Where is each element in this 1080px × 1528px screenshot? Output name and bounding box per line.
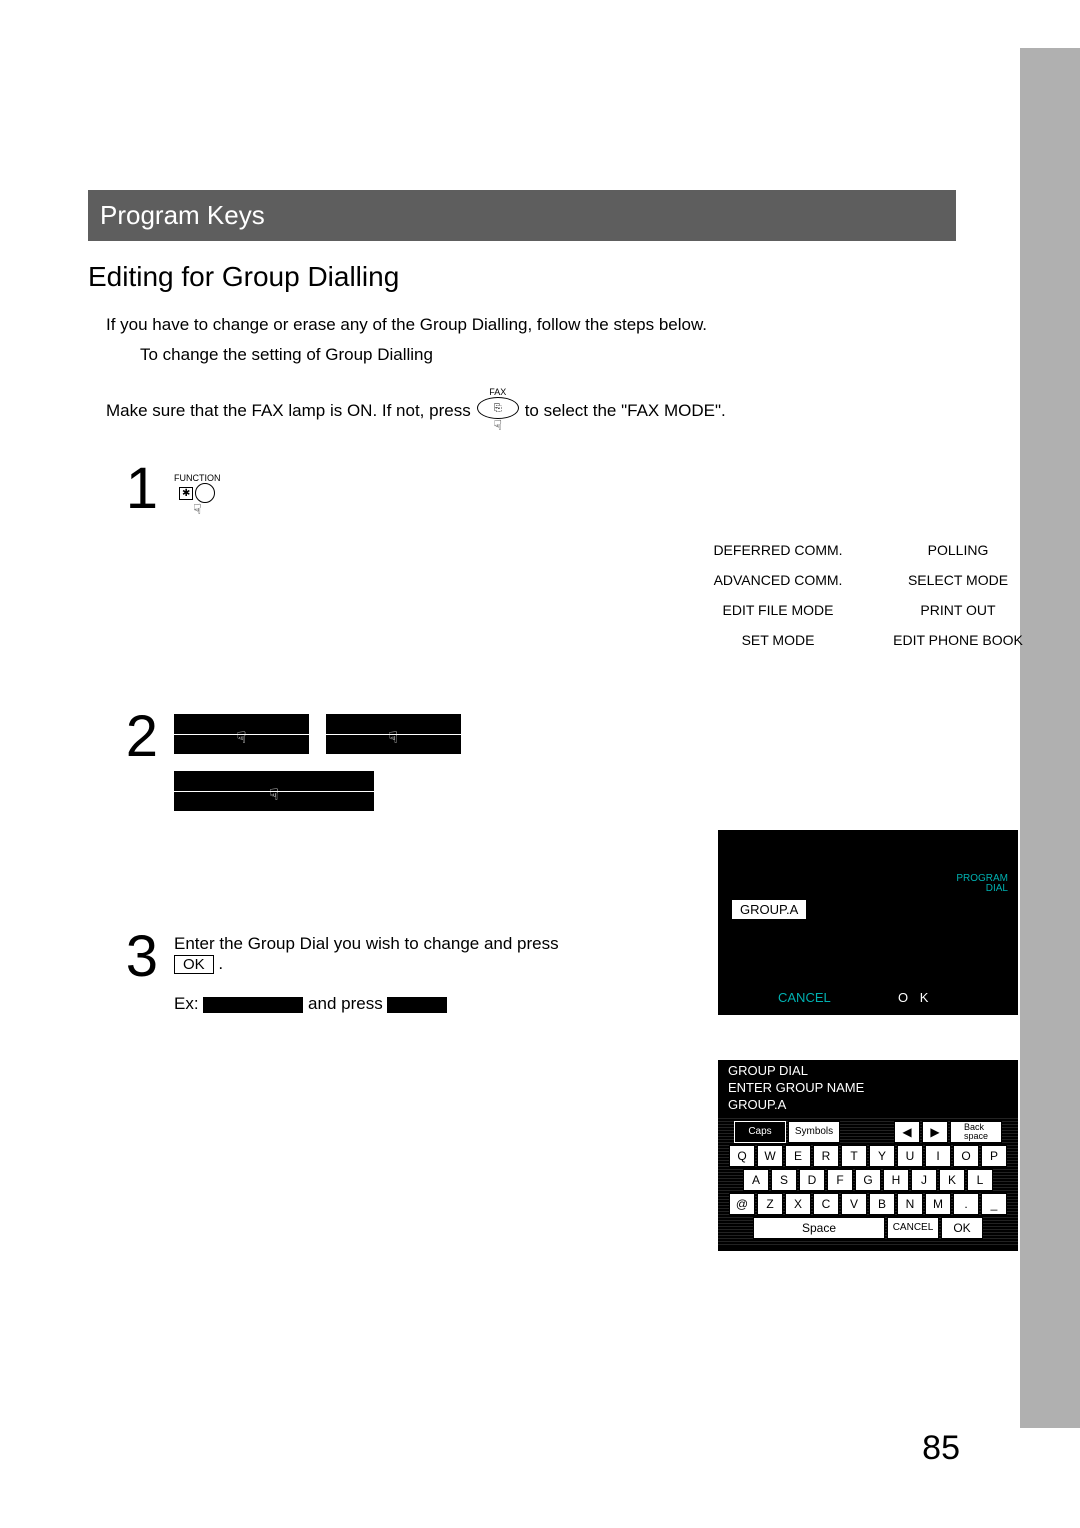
intro-line2: To change the setting of Group Dialling xyxy=(140,345,958,365)
key-c[interactable]: C xyxy=(813,1193,839,1215)
key-d[interactable]: D xyxy=(799,1169,825,1191)
step1-number: 1 xyxy=(88,460,158,518)
intro-line1: If you have to change or erase any of th… xyxy=(106,315,958,335)
key-a[interactable]: A xyxy=(743,1169,769,1191)
key-u[interactable]: U xyxy=(897,1145,923,1167)
menu-item: EDIT FILE MODE xyxy=(688,602,868,618)
kb-title1: GROUP DIAL xyxy=(718,1060,1018,1081)
touch-button: ☟ xyxy=(174,714,309,754)
menu-item: PRINT OUT xyxy=(868,602,1048,618)
function-label: FUNCTION xyxy=(174,473,221,483)
menu-item: EDIT PHONE BOOK xyxy=(868,632,1048,648)
ok-key: OK xyxy=(174,955,214,974)
key-f[interactable]: F xyxy=(827,1169,853,1191)
backspace-key[interactable]: Back space xyxy=(950,1121,1002,1143)
side-tab xyxy=(1020,48,1080,1428)
touch-button: ☟ xyxy=(174,771,374,811)
key-y[interactable]: Y xyxy=(869,1145,895,1167)
dial-circle-icon xyxy=(195,483,215,503)
menu-item: SET MODE xyxy=(688,632,868,648)
key-r[interactable]: R xyxy=(813,1145,839,1167)
fax-instruction: Make sure that the FAX lamp is ON. If no… xyxy=(106,387,958,434)
step3-number: 3 xyxy=(88,928,158,986)
key-p[interactable]: P xyxy=(981,1145,1007,1167)
menu-item: POLLING xyxy=(868,542,1048,558)
menu-item: SELECT MODE xyxy=(868,572,1048,588)
kb-cancel-key[interactable]: CANCEL xyxy=(887,1217,939,1239)
space-key[interactable]: Space xyxy=(753,1217,885,1239)
page: ADVANCED FEATURES Program Keys Editing f… xyxy=(0,0,1080,1528)
blacked-out xyxy=(387,997,447,1013)
page-number: 85 xyxy=(922,1429,960,1468)
group-box: GROUP.A xyxy=(732,900,806,919)
touch-button: ☟ xyxy=(326,714,461,754)
content-area: Program Keys Editing for Group Dialling … xyxy=(88,190,958,1014)
symbols-key[interactable]: Symbols xyxy=(788,1121,840,1143)
key-_[interactable]: _ xyxy=(981,1193,1007,1215)
side-label: ADVANCED FEATURES xyxy=(972,720,1008,810)
step3-text: Enter the Group Dial you wish to change … xyxy=(174,934,559,953)
lcd-ok: O K xyxy=(898,990,932,1005)
ex-label: Ex: xyxy=(174,994,199,1013)
fax-oval-icon: ⎘ xyxy=(477,397,519,419)
key-t[interactable]: T xyxy=(841,1145,867,1167)
kb-ok-key[interactable]: OK xyxy=(941,1217,983,1239)
key-h[interactable]: H xyxy=(883,1169,909,1191)
hand-icon: ☟ xyxy=(493,417,502,434)
lcd-cancel: CANCEL xyxy=(778,990,831,1005)
and-press: and press xyxy=(308,994,383,1013)
program-dial-label: PROGRAM DIAL xyxy=(956,874,1008,894)
step-1: 1 FUNCTION ✱ ☟ xyxy=(88,460,958,518)
key-z[interactable]: Z xyxy=(757,1193,783,1215)
fax-post-text: to select the "FAX MODE". xyxy=(525,401,726,421)
kb-title2: ENTER GROUP NAME xyxy=(718,1081,1018,1098)
fax-pre-text: Make sure that the FAX lamp is ON. If no… xyxy=(106,401,471,421)
key-@[interactable]: @ xyxy=(729,1193,755,1215)
lcd-panel-group: PROGRAM DIAL GROUP.A CANCEL O K xyxy=(718,830,1018,1015)
key-s[interactable]: S xyxy=(771,1169,797,1191)
key-.[interactable]: . xyxy=(953,1193,979,1215)
key-g[interactable]: G xyxy=(855,1169,881,1191)
lcd-keyboard-panel: GROUP DIAL ENTER GROUP NAME GROUP.A Caps… xyxy=(718,1060,1018,1251)
fax-button-icon: FAX ⎘ ☟ xyxy=(477,387,519,434)
function-button-icon: FUNCTION ✱ ☟ xyxy=(174,473,221,518)
step2-number: 2 xyxy=(88,708,158,766)
key-b[interactable]: B xyxy=(869,1193,895,1215)
key-x[interactable]: X xyxy=(785,1193,811,1215)
step2-body: ☟ ☟ ☟ xyxy=(174,708,958,828)
key-n[interactable]: N xyxy=(897,1193,923,1215)
blacked-out xyxy=(203,997,303,1013)
caps-key[interactable]: Caps xyxy=(734,1121,786,1143)
key-o[interactable]: O xyxy=(953,1145,979,1167)
right-arrow-key[interactable]: ▶ xyxy=(922,1121,948,1143)
asterisk-icon: ✱ xyxy=(179,487,193,500)
onscreen-keyboard: Caps Symbols ◀ ▶ Back space QWERTYUIOP A… xyxy=(718,1117,1018,1245)
section-subtitle: Editing for Group Dialling xyxy=(88,261,958,293)
menu-item: DEFERRED COMM. xyxy=(688,542,868,558)
key-j[interactable]: J xyxy=(911,1169,937,1191)
menu-item: ADVANCED COMM. xyxy=(688,572,868,588)
key-v[interactable]: V xyxy=(841,1193,867,1215)
key-k[interactable]: K xyxy=(939,1169,965,1191)
step1-body: FUNCTION ✱ ☟ xyxy=(174,460,958,518)
key-q[interactable]: Q xyxy=(729,1145,755,1167)
kb-title3: GROUP.A xyxy=(718,1098,1018,1117)
key-e[interactable]: E xyxy=(785,1145,811,1167)
function-menu: DEFERRED COMM.POLLING ADVANCED COMM.SELE… xyxy=(688,542,1048,662)
key-l[interactable]: L xyxy=(967,1169,993,1191)
step-2: 2 ☟ ☟ ☟ xyxy=(88,708,958,828)
hand-icon: ☟ xyxy=(193,501,202,518)
key-i[interactable]: I xyxy=(925,1145,951,1167)
key-w[interactable]: W xyxy=(757,1145,783,1167)
left-arrow-key[interactable]: ◀ xyxy=(894,1121,920,1143)
key-m[interactable]: M xyxy=(925,1193,951,1215)
page-title-bar: Program Keys xyxy=(88,190,956,241)
fax-label: FAX xyxy=(489,387,506,397)
